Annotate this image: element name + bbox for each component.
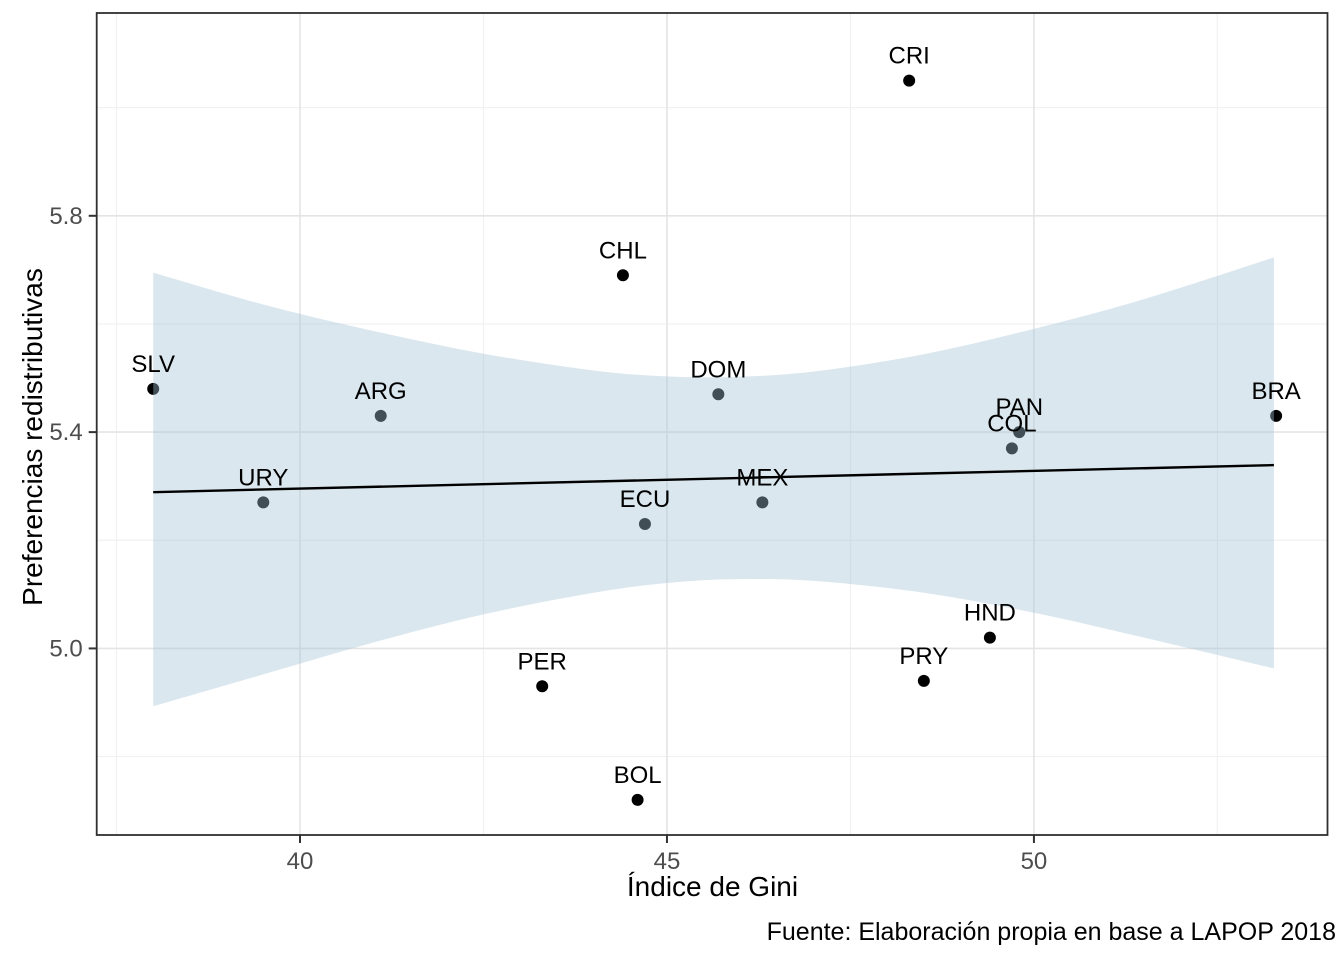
point-MEX (756, 496, 769, 509)
label-DOM: DOM (690, 356, 746, 383)
grid-major (96, 13, 1328, 835)
label-MEX: MEX (736, 464, 788, 491)
point-CHL (616, 269, 629, 282)
grid-minor (96, 13, 1328, 835)
point-COL (1005, 442, 1018, 455)
point-ARG (374, 409, 387, 422)
confidence-band (153, 257, 1274, 707)
y-axis-title: Preferencias redistributivas (17, 268, 48, 606)
label-ECU: ECU (620, 486, 671, 513)
x-tick-labels: 40 45 50 (287, 848, 1048, 875)
label-BRA: BRA (1251, 378, 1300, 405)
label-HND: HND (964, 600, 1016, 627)
label-CHL: CHL (599, 237, 647, 264)
label-CRI: CRI (888, 43, 929, 70)
source-caption: Fuente: Elaboración propia en base a LAP… (766, 918, 1336, 946)
point-DOM (712, 388, 725, 401)
point-labels: SLV URY ARG PER CHL BOL ECU DOM MEX CRI PRY HND COLP… (131, 43, 1300, 789)
y-tick-label: 5.4 (49, 419, 82, 446)
label-PRY: PRY (899, 643, 948, 670)
point-BOL (631, 793, 644, 806)
point-ECU (638, 518, 651, 531)
x-tick-label: 40 (287, 848, 314, 875)
point-SLV (147, 382, 160, 395)
point-CRI (903, 74, 916, 87)
label-PER: PER (518, 648, 567, 675)
y-tick-label: 5.8 (49, 203, 82, 230)
trend-line (153, 463, 1274, 494)
data-points (147, 74, 1283, 806)
label-COL: COL (987, 410, 1036, 437)
point-PER (536, 680, 549, 693)
axis-ticks (88, 214, 1035, 843)
label-SLV: SLV (131, 351, 175, 378)
panel-border (95, 12, 1329, 836)
label-PAN: PAN (995, 394, 1043, 421)
point-PAN (1013, 426, 1026, 439)
point-URY (257, 496, 270, 509)
y-tick-labels: 5.0 5.4 5.8 (49, 203, 82, 663)
point-PRY (917, 674, 930, 687)
x-tick-label: 45 (654, 848, 681, 875)
point-BRA (1270, 409, 1283, 422)
x-tick-label: 50 (1021, 848, 1048, 875)
label-ARG: ARG (355, 378, 407, 405)
label-BOL: BOL (614, 762, 662, 789)
y-tick-label: 5.0 (49, 635, 82, 662)
x-axis-title: Índice de Gini (626, 871, 799, 902)
point-HND (983, 631, 996, 644)
label-URY: URY (238, 464, 288, 491)
